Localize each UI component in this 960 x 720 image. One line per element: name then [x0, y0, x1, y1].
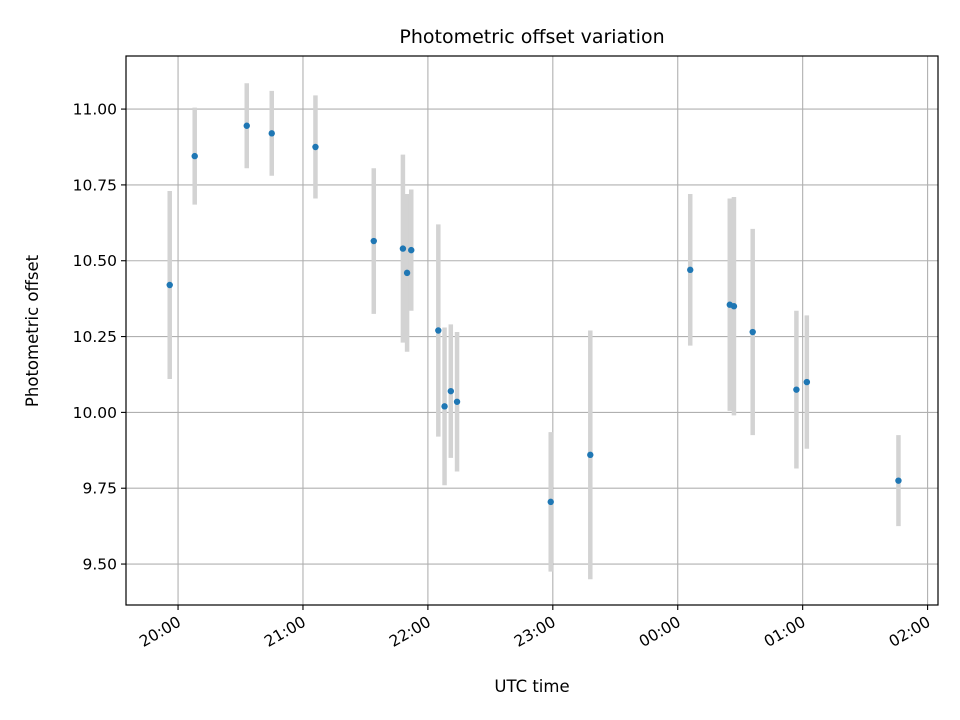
data-point [243, 122, 250, 129]
y-tick-label: 10.00 [73, 404, 117, 422]
data-point [441, 403, 448, 410]
data-point [587, 451, 594, 459]
x-axis-title: UTC time [494, 677, 569, 696]
data-point [268, 130, 275, 137]
data-point [435, 327, 442, 334]
y-axis-title: Photometric offset [23, 254, 42, 407]
grid [126, 56, 938, 605]
y-tick-label: 10.25 [73, 328, 117, 346]
data-point [370, 237, 377, 245]
data-point [749, 328, 756, 336]
data-point [803, 378, 811, 386]
y-tick-label: 10.50 [73, 252, 117, 270]
y-tick-label: 9.50 [82, 556, 117, 574]
y-tick-label: 11.00 [73, 101, 117, 119]
y-tick-label: 10.75 [73, 176, 117, 194]
plot-frame [125, 55, 939, 606]
data-point [547, 498, 554, 506]
chart-title: Photometric offset variation [399, 26, 664, 48]
y-tick-label: 9.75 [82, 480, 117, 498]
data-point [447, 387, 454, 395]
data-points [166, 122, 902, 506]
data-point [408, 246, 415, 254]
data-point [403, 269, 411, 277]
data-point [191, 152, 198, 160]
data-point [895, 477, 902, 484]
data-point [166, 281, 173, 289]
data-point [399, 245, 407, 252]
data-point [793, 386, 800, 393]
data-point [687, 266, 694, 274]
y-axis: 9.50 9.75 10.00 10.25 10.50 10.75 11.00 [73, 101, 126, 574]
data-point [453, 398, 461, 405]
data-point [312, 143, 319, 151]
data-point [730, 303, 738, 310]
